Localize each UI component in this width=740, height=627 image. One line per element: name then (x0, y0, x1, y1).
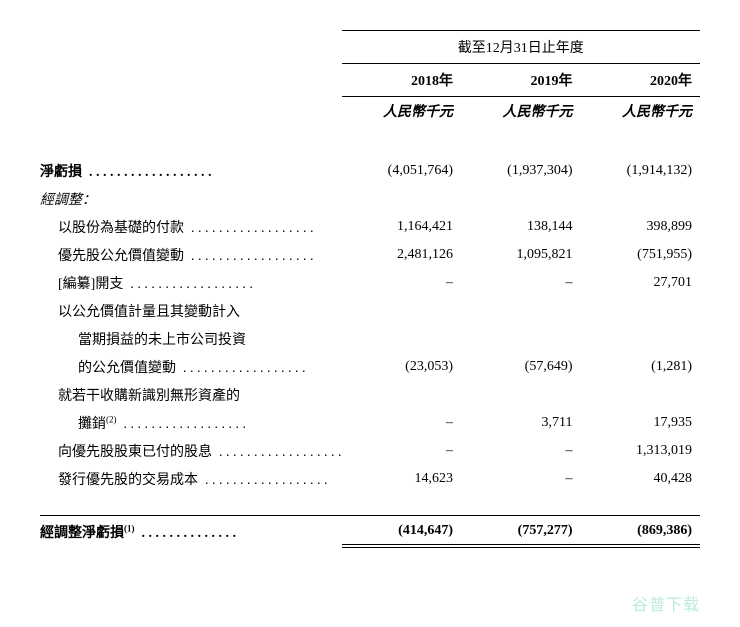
year-col-1: 2019年 (461, 64, 581, 97)
row-label: 以股份為基礎的付款 . . . . . . . . . . . . . . . … (40, 213, 342, 241)
cell-value (581, 325, 701, 353)
table-body: 淨虧損 . . . . . . . . . . . . . . . . . .(… (40, 135, 700, 546)
cell-value: (1,937,304) (461, 157, 581, 185)
period-title: 截至12月31日止年度 (342, 31, 701, 64)
cell-value (461, 185, 581, 213)
total-label: 經調整淨虧損(1) . . . . . . . . . . . . . . (40, 515, 342, 546)
row-label: [編纂]開支 . . . . . . . . . . . . . . . . .… (40, 269, 342, 297)
table-header: 截至12月31日止年度 2018年 2019年 2020年 人民幣千元 人民幣千… (40, 31, 700, 136)
cell-value: 27,701 (581, 269, 701, 297)
cell-value: 2,481,126 (342, 241, 462, 269)
cell-value: 17,935 (581, 409, 701, 437)
financial-table: 截至12月31日止年度 2018年 2019年 2020年 人民幣千元 人民幣千… (40, 30, 700, 548)
cell-value: (1,914,132) (581, 157, 701, 185)
cell-value: – (461, 269, 581, 297)
table-row: 發行優先股的交易成本 . . . . . . . . . . . . . . .… (40, 465, 700, 493)
cell-value (461, 297, 581, 325)
cell-value: 3,711 (461, 409, 581, 437)
cell-value: 14,623 (342, 465, 462, 493)
cell-value: – (342, 269, 462, 297)
row-label: 以公允價值計量且其變動計入 (40, 297, 342, 325)
row-label: 就若干收購新識別無形資產的 (40, 381, 342, 409)
cell-value (581, 185, 701, 213)
cell-value (461, 325, 581, 353)
cell-value: 138,144 (461, 213, 581, 241)
table-row: 就若干收購新識別無形資產的 (40, 381, 700, 409)
cell-value (581, 297, 701, 325)
unit-col-1: 人民幣千元 (461, 97, 581, 136)
year-col-2: 2020年 (581, 64, 701, 97)
cell-value: – (342, 437, 462, 465)
cell-value (342, 297, 462, 325)
cell-value: – (461, 465, 581, 493)
year-col-0: 2018年 (342, 64, 462, 97)
total-value: (414,647) (342, 515, 462, 546)
row-label: 經調整： (40, 185, 342, 213)
table-row: 的公允價值變動 . . . . . . . . . . . . . . . . … (40, 353, 700, 381)
unit-col-0: 人民幣千元 (342, 97, 462, 136)
table-row: 向優先股股東已付的股息 . . . . . . . . . . . . . . … (40, 437, 700, 465)
cell-value (342, 325, 462, 353)
cell-value: (57,649) (461, 353, 581, 381)
table-row: 攤銷(2) . . . . . . . . . . . . . . . . . … (40, 409, 700, 437)
row-label: 發行優先股的交易成本 . . . . . . . . . . . . . . .… (40, 465, 342, 493)
cell-value (461, 381, 581, 409)
total-value: (869,386) (581, 515, 701, 546)
cell-value: 40,428 (581, 465, 701, 493)
cell-value: – (461, 437, 581, 465)
row-label: 的公允價值變動 . . . . . . . . . . . . . . . . … (40, 353, 342, 381)
row-label: 向優先股股東已付的股息 . . . . . . . . . . . . . . … (40, 437, 342, 465)
cell-value (342, 185, 462, 213)
cell-value (342, 381, 462, 409)
table-row: [編纂]開支 . . . . . . . . . . . . . . . . .… (40, 269, 700, 297)
cell-value: 1,164,421 (342, 213, 462, 241)
table-row: 以股份為基礎的付款 . . . . . . . . . . . . . . . … (40, 213, 700, 241)
cell-value: (1,281) (581, 353, 701, 381)
cell-value (581, 381, 701, 409)
cell-value: 1,313,019 (581, 437, 701, 465)
watermark-text: 谷普下载 (632, 591, 700, 615)
cell-value: (751,955) (581, 241, 701, 269)
cell-value: (23,053) (342, 353, 462, 381)
row-label: 淨虧損 . . . . . . . . . . . . . . . . . . (40, 157, 342, 185)
table-row: 當期損益的未上市公司投資 (40, 325, 700, 353)
cell-value: (4,051,764) (342, 157, 462, 185)
cell-value: 1,095,821 (461, 241, 581, 269)
table-row: 以公允價值計量且其變動計入 (40, 297, 700, 325)
table-row: 優先股公允價值變動 . . . . . . . . . . . . . . . … (40, 241, 700, 269)
cell-value: 398,899 (581, 213, 701, 241)
row-label: 攤銷(2) . . . . . . . . . . . . . . . . . … (40, 409, 342, 437)
row-label: 當期損益的未上市公司投資 (40, 325, 342, 353)
total-value: (757,277) (461, 515, 581, 546)
total-row: 經調整淨虧損(1) . . . . . . . . . . . . . .(41… (40, 515, 700, 546)
table-row: 經調整： (40, 185, 700, 213)
unit-col-2: 人民幣千元 (581, 97, 701, 136)
cell-value: – (342, 409, 462, 437)
table-row: 淨虧損 . . . . . . . . . . . . . . . . . .(… (40, 157, 700, 185)
row-label: 優先股公允價值變動 . . . . . . . . . . . . . . . … (40, 241, 342, 269)
